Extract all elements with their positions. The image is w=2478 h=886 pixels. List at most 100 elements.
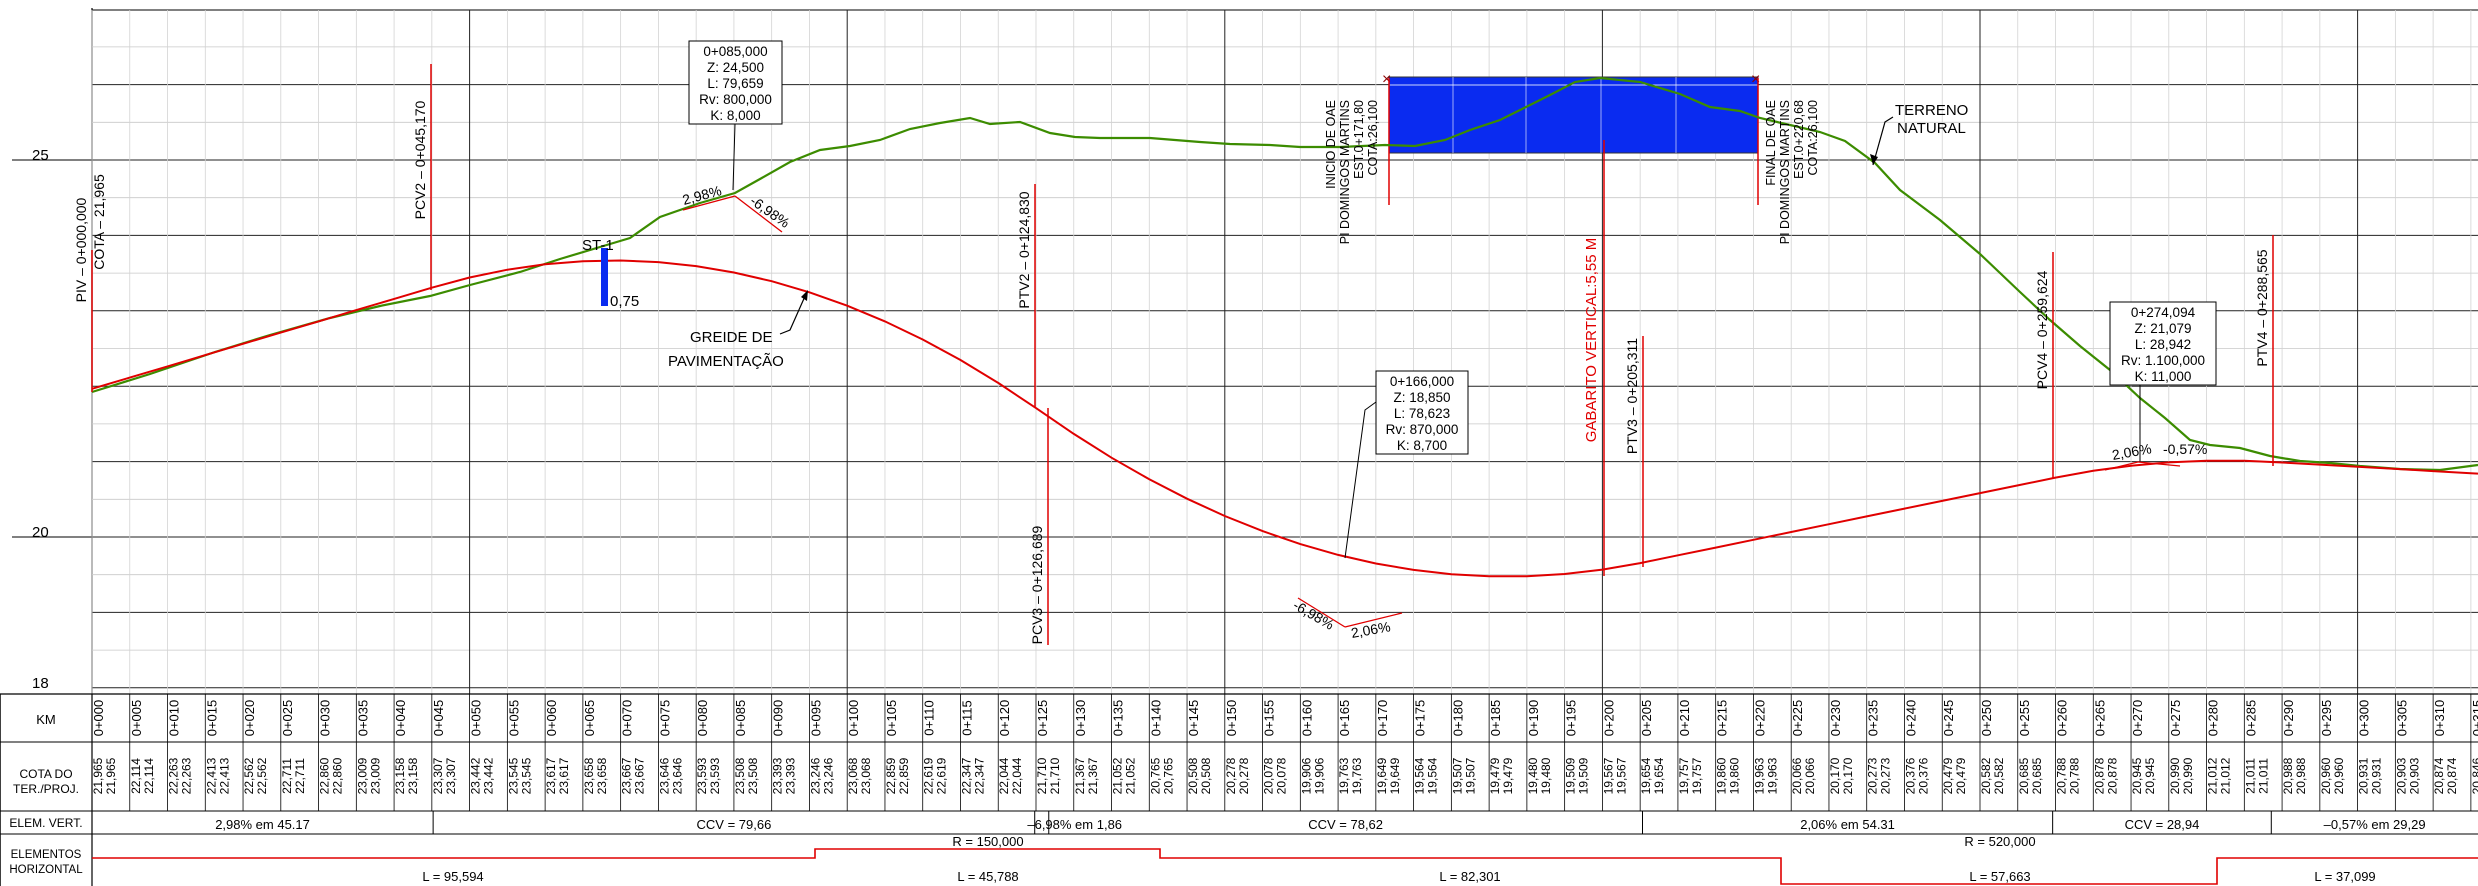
- curve-info-box: [1375, 370, 1469, 455]
- station-label: 0+315: [2470, 700, 2478, 737]
- cota-project: 19,763: [1350, 757, 1364, 794]
- cota-terrain: 20,582: [1979, 757, 1993, 794]
- cota-terrain: 20,931: [2357, 757, 2371, 794]
- cota-project: 20,960: [2332, 757, 2346, 794]
- grade-label-line1: GREIDE DE: [690, 329, 773, 346]
- cota-terrain: 20,170: [1828, 757, 1842, 794]
- station-label: 0+100: [846, 700, 861, 737]
- start-cota-label: COTA – 21,965: [91, 174, 107, 270]
- cota-terrain: 22,619: [922, 757, 936, 794]
- oae-bridge-deck: [1388, 76, 1759, 154]
- station-label: 0+300: [2357, 700, 2372, 737]
- horizontal-length-label: L = 37,099: [2314, 869, 2375, 884]
- cota-terrain: 22,413: [204, 757, 218, 794]
- station-label: 0+025: [280, 700, 295, 737]
- cota-project: 19,509: [1577, 757, 1591, 794]
- grade-label-line2: PAVIMENTAÇÃO: [668, 353, 784, 370]
- pavement-grade-line: [91, 259, 2478, 578]
- station-label: 0+215: [1715, 700, 1730, 737]
- cota-terrain: 20,788: [2055, 757, 2069, 794]
- terrain-label-line2: NATURAL: [1897, 120, 1966, 137]
- cota-terrain: 23,246: [808, 757, 822, 794]
- curve-info-text: Z: 21,079: [2134, 321, 2191, 336]
- station-label: 0+080: [695, 700, 710, 737]
- oae-start-mark-icon: ×: [1382, 71, 1391, 88]
- cota-project: 20,878: [2105, 757, 2119, 794]
- cota-terrain: 21,965: [91, 757, 105, 794]
- cota-terrain: 20,479: [1941, 757, 1955, 794]
- cota-terrain: 19,509: [1564, 757, 1578, 794]
- cota-project: 23,646: [670, 757, 684, 794]
- cota-terrain: 20,685: [2017, 757, 2031, 794]
- cota-terrain: 20,874: [2432, 757, 2446, 794]
- cota-terrain: 22,263: [167, 757, 181, 794]
- slope-tick: [682, 195, 736, 211]
- oae-start-label: EST.0+171,80: [1352, 100, 1366, 179]
- slope-tick: [734, 195, 783, 233]
- cota-project: 21,965: [104, 757, 118, 794]
- station-label: 0+110: [922, 700, 937, 736]
- row-label-cota: COTA DO: [19, 767, 72, 781]
- cota-terrain: 20,846: [2470, 757, 2478, 794]
- curve-info-box: [2109, 301, 2217, 386]
- station-label: 0+115: [959, 700, 974, 736]
- cota-terrain: 23,617: [544, 757, 558, 794]
- cota-terrain: 20,765: [1148, 757, 1162, 794]
- cota-terrain: 19,763: [1337, 757, 1351, 794]
- slope-label: 2,98%: [681, 182, 723, 208]
- cota-project: 22,562: [255, 757, 269, 794]
- cota-terrain: 22,859: [884, 757, 898, 794]
- cota-project: 22,114: [142, 758, 156, 794]
- horizontal-length-label: L = 57,663: [1969, 869, 2030, 884]
- slope-label: 2,06%: [1350, 618, 1392, 641]
- cota-project: 23,658: [595, 757, 609, 794]
- curve-info-text: L: 78,623: [1394, 406, 1450, 421]
- cota-terrain: 22,860: [318, 757, 332, 794]
- cota-project: 20,685: [2030, 757, 2044, 794]
- curve-point-label: PCV2 – 0+045,170: [412, 100, 428, 219]
- row-label-horiz: HORIZONTAL: [9, 864, 83, 876]
- cota-project: 23,508: [746, 757, 760, 794]
- station-label: 0+240: [1903, 700, 1918, 737]
- station-label: 0+045: [431, 700, 446, 737]
- cota-project: 22,347: [972, 757, 986, 794]
- vert-element-label: CCV = 78,62: [1308, 817, 1383, 832]
- station-label: 0+165: [1337, 700, 1352, 737]
- st-1-marker: ST-1 0,75: [582, 237, 639, 310]
- station-label: 0+125: [1035, 700, 1050, 737]
- cota-project: 19,860: [1728, 757, 1742, 794]
- station-label: 0+160: [1299, 700, 1314, 737]
- cota-terrain: 19,479: [1488, 757, 1502, 794]
- oae-end-label: PI DOMINGOS MARTINS: [1778, 100, 1792, 244]
- cota-project: 20,273: [1879, 757, 1893, 794]
- station-label: 0+050: [469, 700, 484, 737]
- cota-project: 19,480: [1539, 757, 1553, 794]
- cota-project: 20,376: [1916, 757, 1930, 794]
- station-label: 0+040: [393, 700, 408, 737]
- station-label: 0+150: [1224, 700, 1239, 737]
- cota-project: 19,567: [1614, 757, 1628, 794]
- slope-tick: [1344, 612, 1403, 628]
- cota-project: 19,906: [1312, 757, 1326, 794]
- curve-info-leader: [1344, 401, 1377, 559]
- cota-project: 20,988: [2294, 757, 2308, 794]
- cota-project: 20,788: [2068, 757, 2082, 794]
- station-label: 0+155: [1262, 700, 1277, 737]
- station-label: 0+305: [2394, 700, 2409, 737]
- curve-info-text: K: 11,000: [2135, 369, 2192, 384]
- elevation-label-20: 20: [32, 524, 49, 541]
- cota-terrain: 19,480: [1526, 757, 1540, 794]
- cota-project: 20,278: [1237, 757, 1251, 794]
- station-label: 0+225: [1790, 700, 1805, 737]
- station-label: 0+265: [2092, 700, 2107, 737]
- curve-info-text: K: 8,700: [1397, 438, 1447, 453]
- slope-label: 2,06%: [2111, 440, 2153, 463]
- curve-point-label: PTV4 – 0+288,565: [2254, 249, 2270, 366]
- station-label: 0+190: [1526, 700, 1541, 737]
- cota-terrain: 19,649: [1375, 757, 1389, 794]
- row-label-horiz: ELEMENTOS: [11, 849, 82, 861]
- station-label: 0+085: [733, 700, 748, 737]
- oae-start-label: COTA:26,100: [1366, 100, 1380, 176]
- station-label: 0+180: [1450, 700, 1465, 737]
